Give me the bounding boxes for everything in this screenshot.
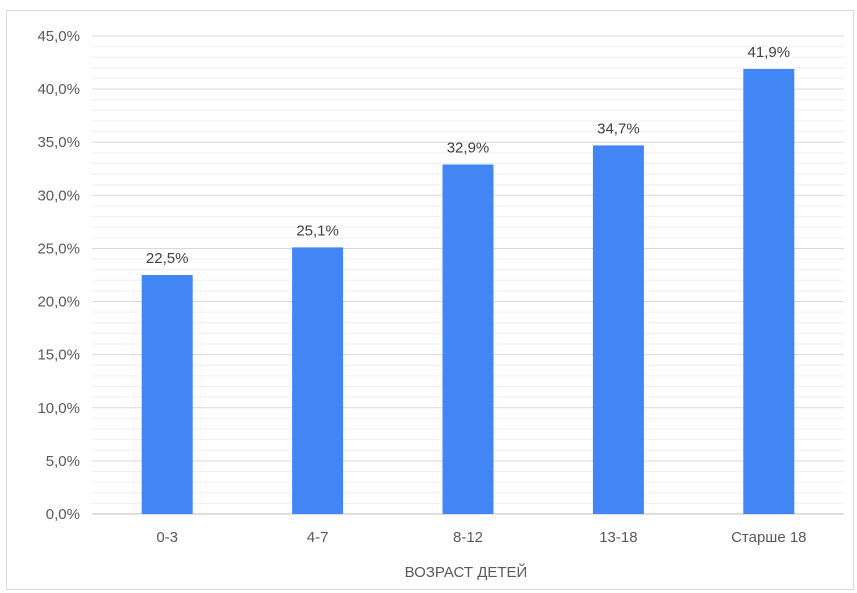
y-tick-label: 35,0% xyxy=(37,134,80,151)
bar-chart: 0,0% 5,0% 10,0% 15,0% 20,0% 25,0% 30,0% 35,0% 40… xyxy=(37,28,844,581)
chart-frame: 0,0% 5,0% 10,0% 15,0% 20,0% 25,0% 30,0% 35,0% 40… xyxy=(6,10,854,590)
y-tick-label: 40,0% xyxy=(37,81,80,98)
bar xyxy=(292,247,344,515)
category-label: 0-3 xyxy=(156,529,178,546)
category-label: 8-12 xyxy=(453,529,483,546)
y-tick-label: 30,0% xyxy=(37,187,80,204)
bars xyxy=(141,68,795,515)
bar xyxy=(141,275,193,514)
y-tick-label: 15,0% xyxy=(37,347,80,364)
bar xyxy=(592,145,644,515)
y-tick-label: 0,0% xyxy=(46,506,80,523)
data-label: 41,9% xyxy=(748,44,791,61)
data-label: 32,9% xyxy=(447,140,490,157)
data-label: 25,1% xyxy=(296,222,339,239)
bar xyxy=(442,164,494,515)
data-label: 22,5% xyxy=(146,250,189,267)
category-label: 13-18 xyxy=(599,529,637,546)
y-tick-label: 10,0% xyxy=(37,400,80,417)
y-axis-tick-labels: 0,0% 5,0% 10,0% 15,0% 20,0% 25,0% 30,0% 35,0% 40… xyxy=(37,28,80,523)
category-label: 4-7 xyxy=(307,529,329,546)
category-label: Старше 18 xyxy=(731,529,806,546)
y-tick-label: 20,0% xyxy=(37,294,80,311)
x-axis-title: ВОЗРАСТ ДЕТЕЙ xyxy=(405,563,528,581)
y-tick-label: 45,0% xyxy=(37,28,80,45)
x-axis-category-labels: 0-3 4-7 8-12 13-18 Старше 18 xyxy=(156,529,806,546)
data-label: 34,7% xyxy=(597,120,640,137)
y-tick-label: 5,0% xyxy=(46,453,80,470)
y-tick-label: 25,0% xyxy=(37,240,80,257)
bar xyxy=(743,68,795,514)
data-labels: 22,5% 25,1% 32,9% 34,7% 41,9% xyxy=(146,44,790,267)
